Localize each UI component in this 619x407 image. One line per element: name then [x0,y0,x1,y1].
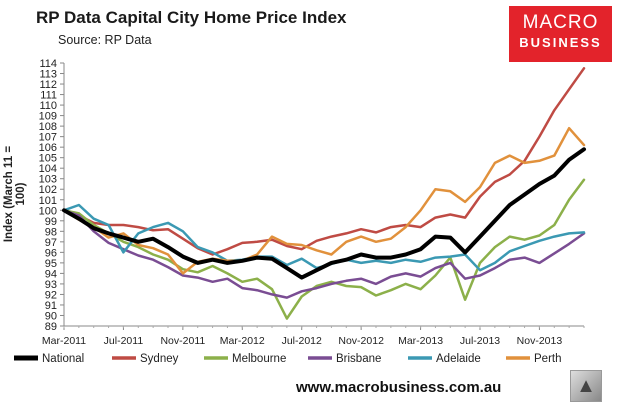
series-line-perth [62,126,586,275]
y-tick-label: 109 [39,111,57,123]
x-tick-label: Mar-2013 [398,335,443,347]
logo-line-1: MACRO [522,12,599,33]
chart-title: RP Data Capital City Home Price Index [36,8,347,27]
legend-label-national: National [42,353,84,365]
y-tick-label: 108 [39,121,57,133]
legend-label-perth: Perth [534,353,562,365]
y-tick-label: 96 [45,247,57,259]
series-line-melbourne [62,178,586,320]
x-tick-label: Jul-2012 [282,335,322,347]
y-tick-label: 102 [39,184,57,196]
y-tick-label: 112 [39,79,57,91]
x-tick-label: Nov-2012 [338,335,384,347]
y-tick-label: 98 [45,226,57,238]
y-tick-label: 94 [45,268,57,280]
legend-label-sydney: Sydney [140,353,179,365]
legend-label-brisbane: Brisbane [336,353,381,365]
series-line-sydney [62,67,586,256]
y-tick-label: 92 [45,289,57,301]
legend-label-melbourne: Melbourne [232,353,286,365]
y-tick-label: 114 [39,58,57,70]
y-tick-label: 113 [39,69,57,81]
series-line-national [62,147,586,280]
footer-url[interactable]: www.macrobusiness.com.au [296,379,502,396]
y-tick-label: 107 [39,132,57,144]
y-tick-label: 104 [39,163,57,175]
x-tick-label: Mar-2011 [42,335,86,347]
y-tick-label: 91 [45,300,57,312]
y-tick-label: 90 [45,310,57,322]
y-tick-label: 106 [39,142,57,154]
y-tick-label: 111 [40,90,57,102]
y-tick-label: 101 [39,195,57,207]
wolf-mascot-icon: ▲ [570,370,602,402]
x-tick-label: Mar-2012 [220,335,265,347]
y-tick-label: 95 [45,258,57,270]
y-tick-label: 100 [39,205,57,217]
y-tick-label: 89 [45,321,57,333]
y-tick-label: 110 [39,100,57,112]
macrobusiness-logo: MACRO BUSINESS [509,6,612,62]
x-tick-label: Nov-2011 [160,335,205,347]
y-tick-label: 93 [45,279,57,291]
y-tick-label: 103 [39,174,57,186]
x-tick-label: Nov-2013 [517,335,563,347]
y-tick-label: 97 [45,237,57,249]
legend-label-adelaide: Adelaide [436,353,481,365]
x-tick-label: Jul-2013 [460,335,500,347]
y-tick-label: 105 [39,153,57,165]
x-tick-label: Jul-2011 [104,335,144,347]
y-tick-label: 99 [45,216,57,228]
series-line-brisbane [62,209,586,299]
chart-source: Source: RP Data [58,33,152,47]
logo-line-2: BUSINESS [519,35,602,50]
